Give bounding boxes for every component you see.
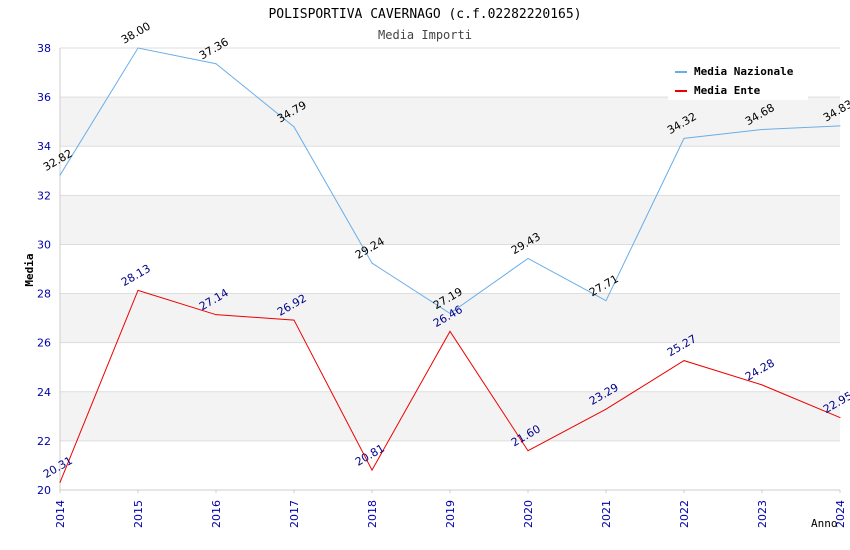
background-band xyxy=(60,293,840,343)
y-tick-label: 34 xyxy=(37,140,51,153)
data-point xyxy=(371,262,373,264)
x-tick-label: 2020 xyxy=(522,500,535,528)
series-lines xyxy=(59,47,841,483)
y-tick-label: 22 xyxy=(37,435,51,448)
data-point xyxy=(215,63,217,65)
data-point xyxy=(761,384,763,386)
data-point xyxy=(59,174,61,176)
y-tick-label: 20 xyxy=(37,484,51,497)
background-band xyxy=(60,391,840,441)
x-tick-label: 2018 xyxy=(366,500,379,528)
data-point xyxy=(683,360,685,362)
y-axis-label: Media xyxy=(23,253,36,286)
y-tick-label: 30 xyxy=(37,238,51,251)
x-tick-label: 2021 xyxy=(600,500,613,528)
x-tick-label: 2017 xyxy=(288,500,301,528)
data-point xyxy=(293,126,295,128)
background-band xyxy=(60,244,840,294)
x-axis-label: Anno xyxy=(811,517,838,530)
x-tick-labels: 2014 2015 2016 2017 2018 2019 2020 2021 2022 2023… xyxy=(54,490,847,528)
legend: Media Nazionale Media Ente xyxy=(668,58,808,100)
x-tick-label: 2015 xyxy=(132,500,145,528)
background-band xyxy=(60,146,840,196)
background-band xyxy=(60,440,840,490)
data-point xyxy=(839,417,841,419)
data-point xyxy=(59,481,61,483)
data-point xyxy=(293,319,295,321)
data-point xyxy=(527,450,529,452)
y-tick-label: 24 xyxy=(37,386,51,399)
chart-title: POLISPORTIVA CAVERNAGO (c.f.02282220165) xyxy=(268,7,581,22)
data-point xyxy=(371,469,373,471)
background-band xyxy=(60,195,840,245)
x-tick-label: 2022 xyxy=(678,500,691,528)
data-point xyxy=(683,137,685,139)
background-band xyxy=(60,97,840,147)
data-point xyxy=(839,125,841,127)
y-tick-label: 36 xyxy=(37,91,51,104)
legend-label-media-ente: Media Ente xyxy=(694,84,761,97)
data-label: 38.00 xyxy=(119,20,153,47)
y-tick-label: 32 xyxy=(37,189,51,202)
data-point xyxy=(137,47,139,49)
x-tick-label: 2014 xyxy=(54,500,67,528)
y-tick-labels: 20 22 24 26 28 30 32 34 36 38 xyxy=(37,42,51,497)
background-band xyxy=(60,342,840,392)
y-tick-label: 28 xyxy=(37,288,51,301)
data-point xyxy=(449,330,451,332)
data-point xyxy=(605,408,607,410)
x-tick-label: 2019 xyxy=(444,500,457,528)
data-point xyxy=(449,312,451,314)
chart-subtitle: Media Importi xyxy=(378,28,472,42)
y-tick-label: 38 xyxy=(37,42,51,55)
gridlines xyxy=(60,47,840,491)
x-tick-label: 2016 xyxy=(210,500,223,528)
x-tick-label: 2023 xyxy=(756,500,769,528)
plot-background-bands xyxy=(60,48,840,490)
data-point xyxy=(137,289,139,291)
y-tick-label: 26 xyxy=(37,337,51,350)
x-tick-label: 2024 xyxy=(834,500,847,528)
data-point xyxy=(761,129,763,131)
data-point xyxy=(605,300,607,302)
data-point xyxy=(215,314,217,316)
legend-background xyxy=(668,58,808,100)
data-point xyxy=(527,257,529,259)
legend-label-media-nazionale: Media Nazionale xyxy=(694,65,794,78)
